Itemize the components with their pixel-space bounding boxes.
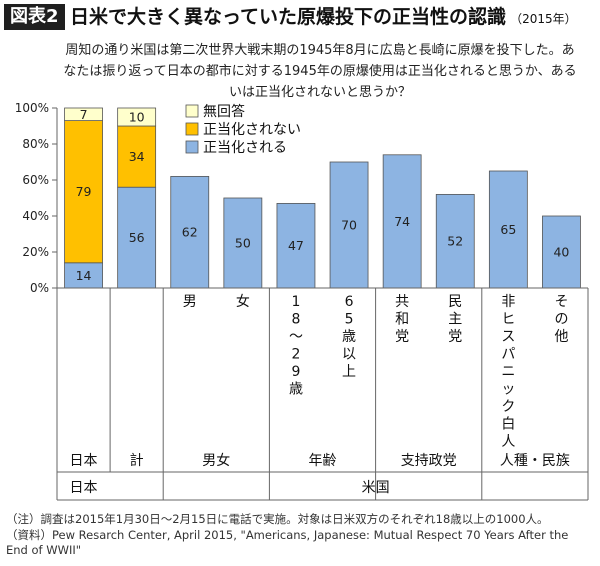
figure-badge: 図表2 xyxy=(4,4,65,30)
category-label: 和 xyxy=(395,312,409,328)
title-text: 日米で大きく異なっていた原爆投下の正当性の認識 xyxy=(70,6,507,28)
category-label: 男 xyxy=(183,294,197,310)
group-label: 計 xyxy=(130,453,144,469)
group-label: 支持政党 xyxy=(401,453,457,469)
data-label: 62 xyxy=(182,225,198,240)
y-tick-label: 20% xyxy=(22,245,49,259)
country-label: 日本 xyxy=(70,480,98,496)
group-label: 男女 xyxy=(202,452,230,469)
category-label: ニ xyxy=(501,364,515,380)
data-label: 56 xyxy=(129,230,145,245)
category-label: 9 xyxy=(291,364,300,380)
legend-swatch xyxy=(185,122,199,136)
category-label: 女 xyxy=(236,293,250,310)
category-label: 主 xyxy=(448,312,462,328)
category-label: ク xyxy=(501,399,515,415)
category-label: ヒ xyxy=(501,312,515,328)
note-line-1: （注）調査は2015年1月30日～2月15日に電話で実施。対象は日米双方のそれぞ… xyxy=(6,512,549,526)
bar-segment xyxy=(223,197,263,289)
bar-segment xyxy=(117,186,157,289)
category-label: 5 xyxy=(345,312,354,328)
category-label: そ xyxy=(554,294,568,310)
y-tick-label: 0% xyxy=(30,281,49,295)
country-label: 米国 xyxy=(362,480,390,496)
data-label: 70 xyxy=(341,218,357,233)
note-line-2: （資料）Pew Resarch Center, April 2015, "Ame… xyxy=(6,527,569,542)
legend-swatch xyxy=(185,140,199,154)
data-label: 52 xyxy=(447,234,463,249)
bar-segment xyxy=(382,154,422,289)
y-tick-label: 40% xyxy=(22,209,49,223)
category-label: 共 xyxy=(395,294,409,310)
group-label: 日本 xyxy=(70,453,98,469)
legend-label: 無回答 xyxy=(203,103,245,120)
category-label: 歳 xyxy=(289,382,303,398)
y-tick-label: 60% xyxy=(22,173,49,187)
category-label: 党 xyxy=(448,329,462,345)
category-label: 1 xyxy=(291,294,300,310)
y-tick-label: 80% xyxy=(22,137,49,151)
category-label: 以 xyxy=(342,347,356,363)
category-label: 上 xyxy=(342,364,356,380)
bar-segment xyxy=(64,107,103,121)
data-label: 10 xyxy=(129,110,145,125)
category-label: ッ xyxy=(501,382,515,398)
category-label: 歳 xyxy=(342,329,356,345)
header: 図表2 日米で大きく異なっていた原爆投下の正当性の認識 （2015年） xyxy=(0,0,600,34)
group-label: 年齢 xyxy=(309,453,337,469)
category-label: 〜 xyxy=(289,329,303,345)
category-label: の xyxy=(554,312,568,328)
bar-segment xyxy=(329,161,369,289)
y-tick-label: 100% xyxy=(15,101,49,115)
category-label: 人 xyxy=(501,434,515,450)
data-label: 79 xyxy=(76,184,92,199)
category-label: 民 xyxy=(448,294,462,310)
legend-label: 正当化されない xyxy=(203,122,301,138)
category-label: 6 xyxy=(345,294,354,310)
category-label: 党 xyxy=(395,329,409,345)
data-label: 14 xyxy=(76,268,92,283)
bar-segment xyxy=(64,120,103,264)
group-label: 人種・民族 xyxy=(500,453,570,469)
data-label: 50 xyxy=(235,236,251,251)
survey-question: 周知の通り米国は第二次世界大戦末期の1945年8月に広島と長崎に原爆を投下した。… xyxy=(63,43,577,100)
bar-segment xyxy=(276,202,316,289)
notes: （注）調査は2015年1月30日～2月15日に電話で実施。対象は日米双方のそれぞ… xyxy=(6,512,598,559)
category-label: 白 xyxy=(501,417,515,433)
note-line-3: End of WWII" xyxy=(6,543,82,557)
category-label: ス xyxy=(501,329,515,345)
legend-label: 正当化される xyxy=(203,140,287,156)
data-label: 7 xyxy=(80,107,88,122)
title-year: （2015年） xyxy=(510,12,577,26)
category-label: 非 xyxy=(501,294,515,310)
bar-segment xyxy=(117,107,157,127)
bar-segment xyxy=(170,175,210,289)
category-label: 8 xyxy=(291,312,300,328)
category-label: パ xyxy=(501,347,515,363)
data-label: 34 xyxy=(129,149,145,164)
legend-swatch xyxy=(185,104,199,118)
data-label: 47 xyxy=(288,238,304,253)
category-label: 他 xyxy=(554,329,568,345)
category-label: 2 xyxy=(291,347,300,363)
data-label: 40 xyxy=(553,245,569,260)
data-label: 74 xyxy=(394,214,410,229)
data-label: 65 xyxy=(500,222,516,237)
chart-title: 日米で大きく異なっていた原爆投下の正当性の認識 （2015年） xyxy=(70,4,577,32)
